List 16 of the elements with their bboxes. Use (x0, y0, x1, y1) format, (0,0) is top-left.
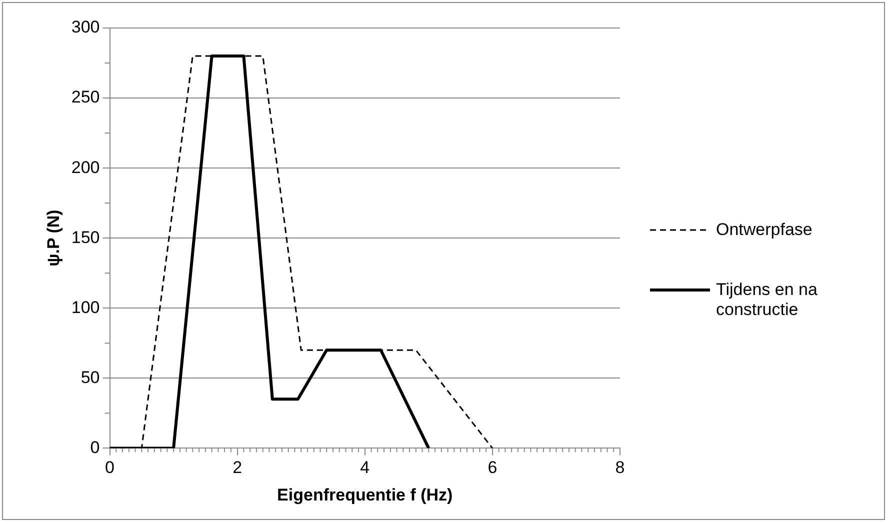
y-tick-label: 200 (71, 158, 100, 177)
y-tick-label: 100 (71, 298, 100, 317)
y-axis-title: ψ.P (N) (44, 210, 63, 267)
x-tick-label: 2 (232, 458, 242, 478)
legend-label: Tijdens en na constructie (716, 280, 818, 320)
y-tick-label: 150 (71, 228, 100, 247)
x-tick-label: 0 (105, 458, 114, 478)
y-tick-label: 0 (90, 438, 100, 457)
x-tick-label: 6 (488, 458, 498, 478)
x-tick-label: 4 (360, 458, 370, 478)
y-tick-label: 50 (80, 368, 100, 387)
legend-label: Ontwerpfase (716, 220, 812, 240)
x-tick-label: 8 (615, 458, 625, 478)
x-axis-title: Eigenfrequentie f (Hz) (277, 485, 453, 504)
y-tick-label: 250 (71, 88, 100, 107)
y-tick-label: 300 (71, 18, 100, 37)
